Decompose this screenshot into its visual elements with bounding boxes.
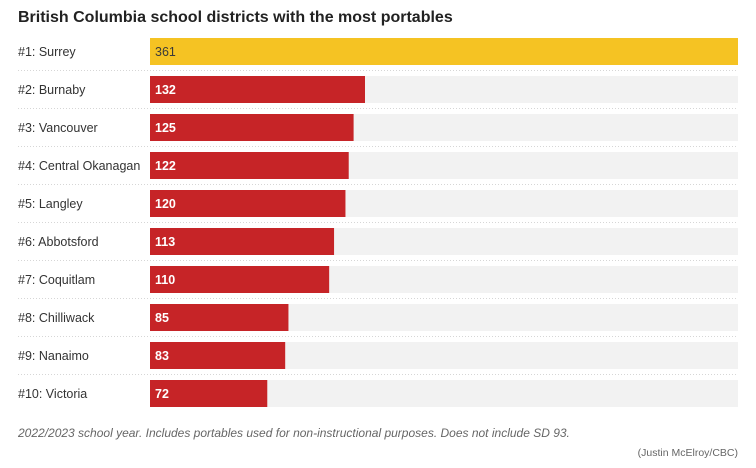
- category-label: #3: Vancouver: [18, 121, 98, 135]
- category-label: #10: Victoria: [18, 387, 87, 401]
- value-label: 125: [155, 121, 176, 135]
- bar: [150, 228, 335, 255]
- value-label: 85: [155, 311, 169, 325]
- value-label: 72: [155, 387, 169, 401]
- value-label: 113: [155, 235, 175, 249]
- bar-row: #5: Langley 120: [18, 190, 738, 217]
- bar-row: #9: Nanaimo 83: [18, 342, 738, 369]
- category-label: #6: Abbotsford: [18, 235, 99, 249]
- bar: [150, 342, 286, 369]
- value-label: 132: [155, 83, 176, 97]
- credit: (Justin McElroy/CBC): [637, 447, 738, 459]
- category-label: #9: Nanaimo: [18, 349, 89, 363]
- value-label: 110: [155, 273, 175, 287]
- bar-row: #1: Surrey 361: [18, 38, 738, 65]
- bar-row: #7: Coquitlam 110: [18, 266, 738, 293]
- value-label: 122: [155, 159, 176, 173]
- footnote: 2022/2023 school year. Includes portable…: [18, 426, 570, 440]
- category-label: #2: Burnaby: [18, 83, 86, 97]
- category-label: #8: Chilliwack: [18, 311, 95, 325]
- bar: [150, 190, 346, 217]
- bar: [150, 152, 349, 179]
- value-label: 83: [155, 349, 169, 363]
- bar-row: #3: Vancouver 125: [18, 114, 738, 141]
- bar: [150, 266, 330, 293]
- bar: [150, 304, 289, 331]
- bar-row: #8: Chilliwack 85: [18, 304, 738, 331]
- bar: [150, 380, 268, 407]
- bar: [150, 38, 738, 65]
- bar: [150, 76, 366, 103]
- category-label: #1: Surrey: [18, 45, 76, 59]
- bar-row: #10: Victoria 72: [18, 380, 738, 407]
- chart-title: British Columbia school districts with t…: [18, 9, 453, 26]
- bar-row: #4: Central Okanagan 122: [18, 152, 738, 179]
- value-label: 120: [155, 197, 176, 211]
- category-label: #7: Coquitlam: [18, 273, 95, 287]
- bar-row: #6: Abbotsford 113: [18, 228, 738, 255]
- value-label: 361: [155, 45, 176, 59]
- category-label: #5: Langley: [18, 197, 83, 211]
- bar-row: #2: Burnaby 132: [18, 76, 738, 103]
- category-label: #4: Central Okanagan: [18, 159, 140, 173]
- bar: [150, 114, 354, 141]
